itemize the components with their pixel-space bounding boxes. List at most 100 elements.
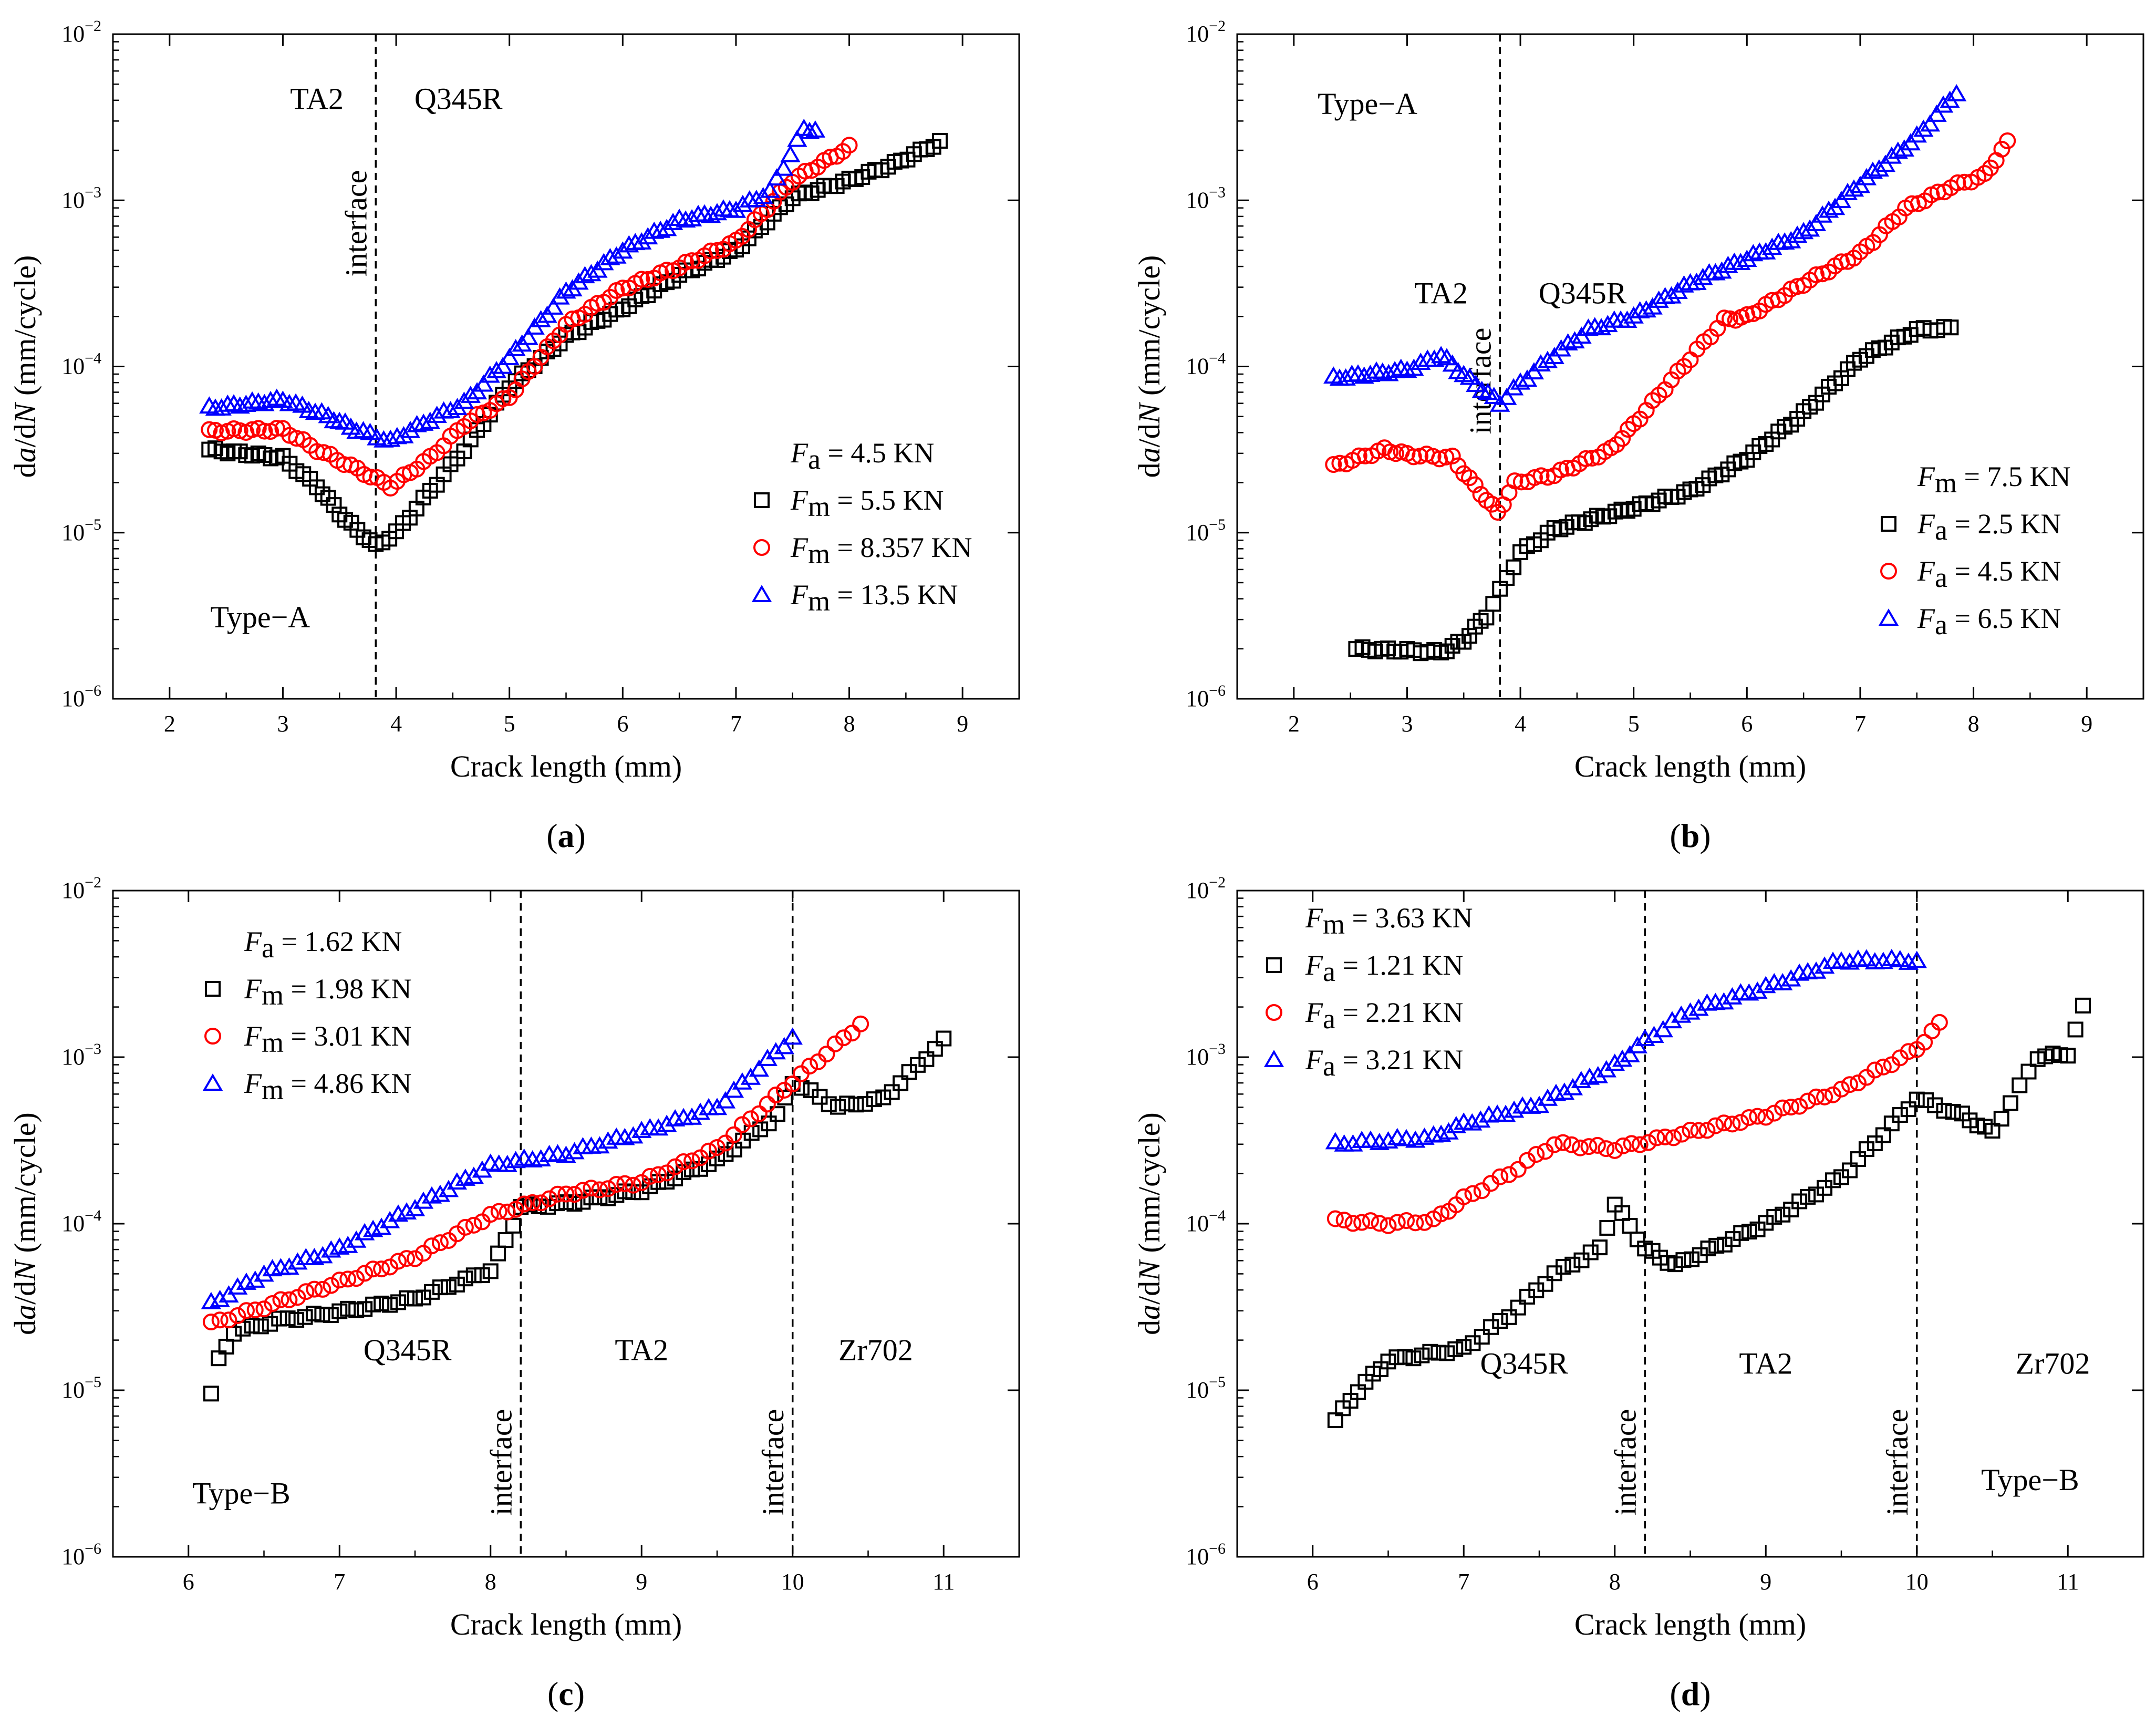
data-point bbox=[297, 1309, 313, 1325]
data-point bbox=[314, 486, 330, 502]
data-point bbox=[707, 203, 728, 221]
data-point bbox=[1667, 1256, 1683, 1273]
data-point bbox=[662, 213, 683, 230]
interface-label: interface bbox=[756, 1409, 790, 1516]
legend-entry: Fa = 6.5 KN bbox=[1917, 603, 2061, 640]
data-point bbox=[658, 1164, 676, 1182]
y-tick-label: 10−5 bbox=[1186, 516, 1226, 545]
y-axis-title: da/dN (mm/cycle) bbox=[8, 1112, 42, 1335]
data-point bbox=[1398, 1212, 1415, 1229]
data-point bbox=[1582, 1244, 1599, 1260]
data-point bbox=[1424, 349, 1445, 367]
data-point bbox=[423, 1284, 440, 1300]
legend: Fa = 1.62 KN Fm = 1.98 KN Fm = 3.01 KN Fm =… bbox=[202, 926, 411, 1105]
data-point bbox=[1444, 638, 1460, 654]
legend-entry: Fm = 13.5 KN bbox=[790, 579, 958, 617]
data-point bbox=[1722, 987, 1743, 1005]
data-point bbox=[1546, 1136, 1563, 1153]
legend-marker bbox=[202, 1073, 223, 1091]
data-point bbox=[1712, 261, 1732, 279]
data-point bbox=[480, 365, 500, 383]
data-point bbox=[1693, 267, 1713, 285]
legend: Fm = 7.5 KN Fa = 2.5 KN Fa = 4.5 KN Fa = 6.… bbox=[1878, 461, 2070, 640]
data-point bbox=[1686, 272, 1707, 290]
x-tick-label: 6 bbox=[1307, 1569, 1319, 1595]
data-point bbox=[1537, 1088, 1558, 1106]
data-point bbox=[556, 1145, 576, 1163]
data-point bbox=[505, 1217, 521, 1234]
data-point bbox=[440, 401, 461, 418]
x-tick-label: 7 bbox=[730, 711, 742, 737]
data-point bbox=[650, 1166, 667, 1183]
data-point bbox=[676, 1164, 692, 1180]
data-point bbox=[749, 1059, 770, 1077]
series-triangle bbox=[1325, 948, 1927, 1152]
data-point bbox=[1648, 1129, 1665, 1146]
region-label: TA2 bbox=[290, 81, 344, 116]
x-axis-title: Crack length (mm) bbox=[450, 749, 682, 783]
legend-title: Fa = 1.62 KN bbox=[244, 926, 402, 964]
data-point bbox=[1474, 1329, 1490, 1345]
data-point bbox=[1841, 1162, 1858, 1179]
data-point bbox=[532, 1194, 550, 1212]
y-tick-label: 10−3 bbox=[61, 183, 101, 213]
data-point bbox=[2012, 1077, 2028, 1093]
data-point bbox=[1606, 1142, 1623, 1159]
data-point bbox=[1583, 449, 1601, 467]
data-point bbox=[1762, 237, 1782, 255]
x-tick-label: 2 bbox=[164, 711, 175, 737]
data-point bbox=[1806, 961, 1827, 979]
data-point bbox=[314, 1306, 330, 1322]
data-point bbox=[507, 1201, 524, 1218]
data-point bbox=[1714, 992, 1734, 1010]
data-point bbox=[1504, 1100, 1525, 1118]
data-point bbox=[1747, 981, 1768, 999]
data-point bbox=[1839, 952, 1860, 970]
data-point bbox=[1799, 219, 1820, 237]
data-point bbox=[557, 1185, 575, 1203]
legend-marker bbox=[1263, 1050, 1284, 1067]
data-point bbox=[465, 1267, 482, 1284]
data-point bbox=[1500, 1166, 1518, 1183]
data-point bbox=[2075, 997, 2091, 1014]
data-point bbox=[1900, 1043, 1917, 1060]
chart-panel-b: 2 3 4 5 6 7 8 9 10−6 10−5 10−4 10−3 10−2 Crack length… bbox=[1132, 17, 2144, 854]
data-point bbox=[1800, 1188, 1816, 1205]
data-point bbox=[1537, 350, 1558, 368]
data-point bbox=[1462, 1113, 1483, 1131]
data-point bbox=[1335, 368, 1356, 386]
data-point bbox=[374, 1295, 390, 1311]
data-point bbox=[531, 1149, 551, 1166]
data-point bbox=[1661, 286, 1682, 304]
y-axis-title: da/dN (mm/cycle) bbox=[8, 255, 42, 478]
data-point bbox=[715, 1091, 736, 1109]
data-point bbox=[1945, 1104, 1961, 1120]
data-point bbox=[1926, 104, 1947, 122]
data-point bbox=[2003, 1095, 2018, 1111]
data-point bbox=[499, 1203, 516, 1221]
region-label: Type−B bbox=[192, 1476, 291, 1511]
data-point bbox=[1825, 1172, 1841, 1188]
data-point bbox=[1783, 1202, 1799, 1217]
data-point bbox=[465, 1216, 482, 1234]
data-point bbox=[784, 1075, 801, 1092]
data-point bbox=[1644, 1026, 1664, 1043]
data-point bbox=[1497, 387, 1517, 405]
data-point bbox=[457, 1270, 473, 1287]
data-point bbox=[1492, 1313, 1508, 1329]
data-point bbox=[1640, 1134, 1657, 1151]
data-point bbox=[1380, 1217, 1397, 1234]
data-point bbox=[631, 1121, 652, 1139]
data-point bbox=[592, 1189, 608, 1205]
data-point bbox=[331, 1272, 348, 1289]
chart-panel-d: 6 7 8 9 10 11 10−6 10−5 10−4 10−3 10−2 Crack length… bbox=[1132, 874, 2144, 1712]
data-point bbox=[1976, 165, 1994, 182]
data-point bbox=[1558, 333, 1578, 351]
data-point bbox=[314, 1280, 331, 1298]
data-point bbox=[460, 385, 481, 403]
data-point bbox=[1913, 119, 1934, 137]
data-point bbox=[1843, 179, 1864, 197]
data-point bbox=[875, 1089, 892, 1105]
data-point bbox=[700, 1142, 718, 1160]
data-point bbox=[1816, 1088, 1833, 1105]
